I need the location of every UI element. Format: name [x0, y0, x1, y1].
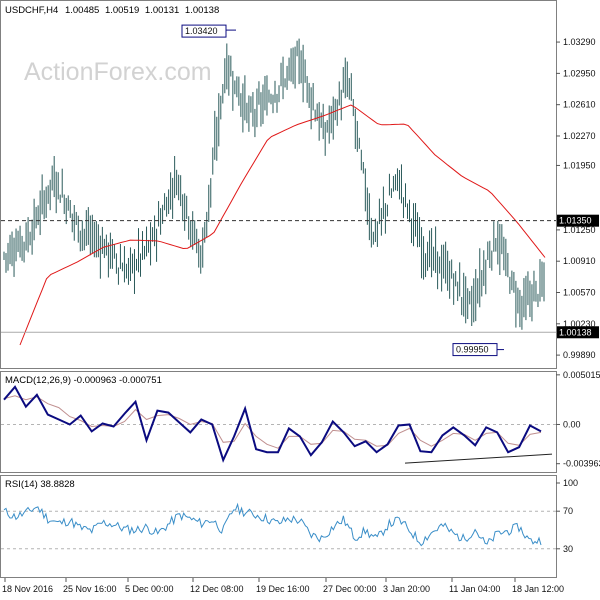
current-price-box: [557, 326, 599, 339]
price-tick-label: 0.99890: [563, 350, 596, 360]
rsi-line: [3, 502, 542, 547]
rsi-tick-label: 100: [563, 478, 578, 488]
rsi-indicator: 100 70 30: [1, 478, 578, 554]
x-tick-label: 25 Nov 16:00: [63, 584, 117, 594]
price-bars: [3, 38, 545, 330]
low-annotation-label: 0.99950: [456, 345, 489, 355]
price-overlays: 1.01350 1.00138 1.03420 0.99950: [1, 24, 599, 357]
rsi-title: RSI(14) 38.8828: [5, 479, 75, 490]
x-tick-label: 3 Jan 20:00: [383, 584, 430, 594]
price-tick-label: 1.02950: [563, 68, 596, 78]
rsi-tick-label: 30: [563, 544, 573, 554]
x-axis: 18 Nov 2016 25 Nov 16:00 5 Dec 00:00 12 Dec…: [2, 578, 564, 594]
open-value: 1.00485: [65, 5, 99, 16]
close-value: 1.00138: [185, 5, 219, 16]
price-panel: [0, 0, 557, 369]
resistance-label-box: [557, 214, 599, 227]
macd-line: [3, 385, 542, 463]
moving-average: [19, 104, 546, 346]
macd-tick-label: -0.003963: [563, 459, 600, 469]
current-price-label: 1.00138: [559, 327, 592, 337]
price-tick-label: 1.00570: [563, 288, 596, 298]
x-tick-label: 27 Dec 00:00: [323, 584, 377, 594]
signal-line: [3, 395, 542, 449]
price-tick-label: 1.00910: [563, 256, 596, 266]
low-value: 1.00131: [145, 5, 179, 16]
high-annotation-box: [181, 24, 227, 38]
x-tick-label: 12 Dec 08:00: [190, 584, 244, 594]
macd-trendline: [404, 453, 553, 464]
macd-indicator: 0.005015 0.00 -0.003963: [1, 370, 600, 469]
price-header: USDCHF,H4 1.00485 1.00519 1.00131 1.0013…: [5, 5, 219, 16]
macd-panel: [0, 371, 557, 473]
x-tick-label: 11 Jan 04:00: [449, 584, 500, 594]
watermark: ActionForex.com: [24, 58, 212, 86]
x-tick-label: 18 Jan 12:00: [512, 584, 564, 594]
price-tick-label: 1.02610: [563, 100, 596, 110]
x-tick-label: 19 Dec 16:00: [256, 584, 310, 594]
x-tick-label: 18 Nov 2016: [2, 584, 53, 594]
macd-title: MACD(12,26,9) -0.000963 -0.000751: [5, 375, 162, 386]
price-tick-label: 1.03290: [563, 37, 596, 47]
symbol-timeframe: USDCHF,H4: [5, 5, 58, 16]
macd-tick-label: 0.005015: [563, 370, 600, 380]
price-tick-label: 1.02270: [563, 131, 596, 141]
price-tick-label: 1.01250: [563, 225, 596, 235]
high-annotation-label: 1.03420: [185, 26, 218, 36]
x-tick-label: 5 Dec 00:00: [125, 584, 174, 594]
rsi-tick-label: 70: [563, 506, 573, 516]
price-axis: 1.03290 1.02950 1.02610 1.02270 1.01950 1.012…: [556, 37, 596, 360]
price-tick-label: 1.01950: [563, 160, 596, 170]
macd-tick-label: 0.00: [563, 419, 581, 429]
high-value: 1.00519: [105, 5, 139, 16]
moving-average-line: [19, 104, 546, 346]
resistance-label: 1.01350: [559, 216, 592, 226]
price-tick-label: 1.00230: [563, 319, 596, 329]
